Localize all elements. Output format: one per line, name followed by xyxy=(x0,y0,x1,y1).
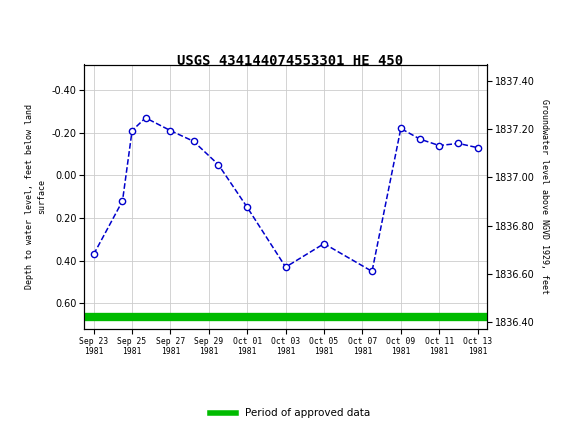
Text: ≡USGS: ≡USGS xyxy=(3,14,74,31)
Y-axis label: Depth to water level, feet below land
surface: Depth to water level, feet below land su… xyxy=(25,104,46,289)
Y-axis label: Groundwater level above NGVD 1929, feet: Groundwater level above NGVD 1929, feet xyxy=(541,99,549,294)
Legend: Period of approved data: Period of approved data xyxy=(206,404,374,423)
Text: USGS 434144074553301 HE 450: USGS 434144074553301 HE 450 xyxy=(177,54,403,68)
